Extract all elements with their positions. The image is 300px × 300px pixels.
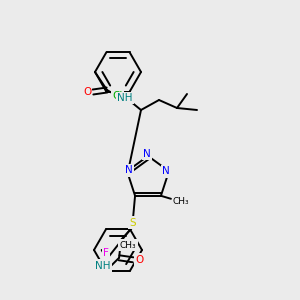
Text: O: O	[135, 255, 143, 265]
Text: N: N	[162, 166, 170, 176]
Text: NH: NH	[117, 93, 133, 103]
Text: S: S	[130, 218, 136, 228]
Text: Cl: Cl	[112, 91, 123, 101]
Text: F: F	[103, 248, 109, 258]
Text: CH₃: CH₃	[172, 197, 189, 206]
Text: NH: NH	[95, 261, 111, 271]
Text: O: O	[83, 87, 91, 97]
Text: N: N	[125, 165, 133, 175]
Text: N: N	[143, 149, 151, 159]
Text: CH₃: CH₃	[120, 241, 136, 250]
